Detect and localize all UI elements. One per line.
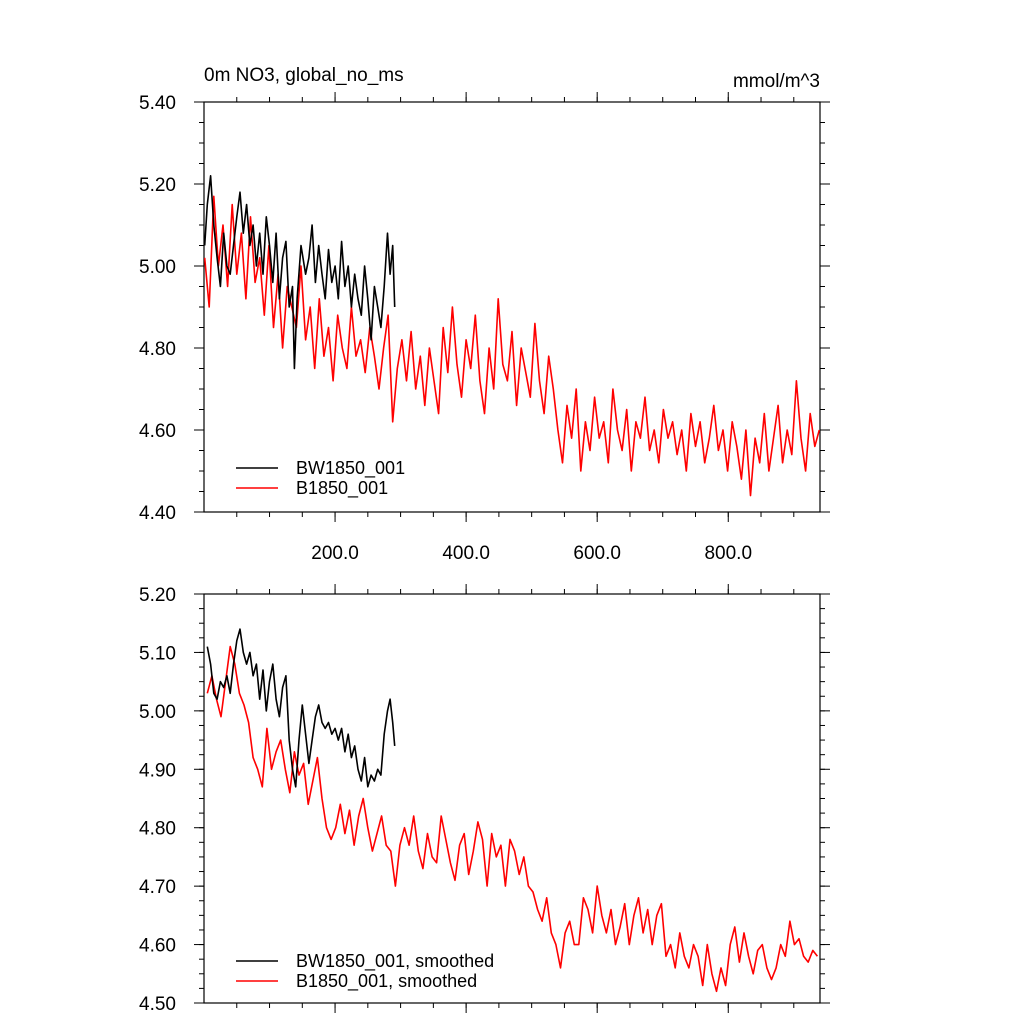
series-line-bw1850-001 (204, 175, 396, 370)
chart-title: 0m NO3, global_no_ms (204, 65, 404, 86)
bottom-panel: 4.50 4.60 4.70 4.80 4.90 5.00 5.10 5.20 BW1850_0… (139, 584, 830, 1015)
y-tick-label: 5.20 (139, 585, 176, 606)
y-tick-label: 4.40 (139, 503, 176, 524)
y-tick-label: 4.80 (139, 819, 176, 840)
y-tick-label: 5.10 (139, 643, 176, 664)
legend-label: B1850_001 (296, 478, 388, 499)
x-tick-label: 600.0 (573, 543, 621, 564)
y-tick-label: 4.60 (139, 936, 176, 957)
legend-label: BW1850_001, smoothed (296, 951, 494, 972)
x-tick-label: 800.0 (704, 543, 752, 564)
y-tick-label: 4.70 (139, 877, 176, 898)
x-tick-label: 200.0 (311, 543, 359, 564)
top-panel: 0m NO3, global_no_ms mmol/m^3 4.40 4.60 4.… (139, 65, 830, 564)
y-tick-label: 4.90 (139, 760, 176, 781)
x-tick-label: 400.0 (442, 543, 490, 564)
y-tick-label: 4.80 (139, 339, 176, 360)
y-tick-label: 5.00 (139, 702, 176, 723)
y-tick-label: 5.00 (139, 257, 176, 278)
y-tick-label: 5.20 (139, 175, 176, 196)
legend-label: B1850_001, smoothed (296, 971, 477, 992)
series-line-bw1850-001-smoothed (206, 628, 396, 788)
plot-frame (203, 593, 821, 1004)
legend-label: BW1850_001 (296, 458, 405, 479)
units-label: mmol/m^3 (733, 71, 820, 92)
y-tick-label: 5.40 (139, 93, 176, 114)
series-line-b1850-001-smoothed (206, 645, 819, 993)
y-tick-label: 4.50 (139, 994, 176, 1015)
series-line-b1850-001 (204, 195, 820, 497)
y-tick-label: 4.60 (139, 421, 176, 442)
